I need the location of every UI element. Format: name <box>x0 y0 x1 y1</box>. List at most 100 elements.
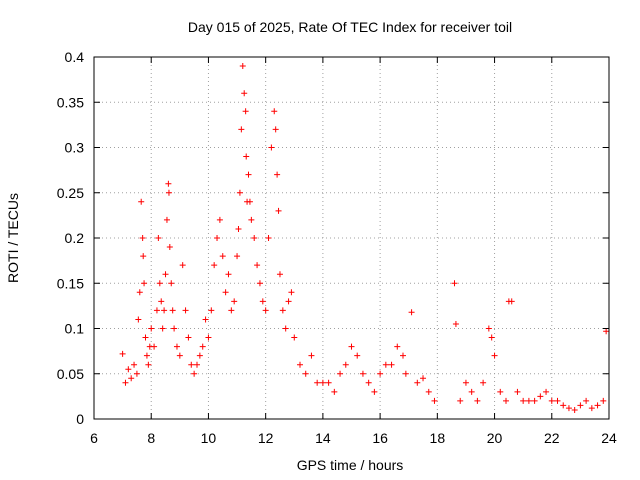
y-tick-labels: 0 0.05 0.1 0.15 0.2 0.25 0.3 0.35 0.4 <box>57 49 84 427</box>
data-point <box>185 334 192 341</box>
x-axis-label: GPS time / hours <box>297 457 404 473</box>
x-tick-label: 18 <box>430 430 446 446</box>
data-point <box>169 307 176 314</box>
data-point <box>268 144 275 151</box>
data-point <box>325 379 332 386</box>
x-tick-label: 12 <box>258 430 274 446</box>
data-point <box>159 325 166 332</box>
data-point <box>275 207 282 214</box>
data-point <box>166 244 173 251</box>
data-point <box>242 108 249 115</box>
data-point <box>276 271 283 278</box>
data-point <box>603 328 610 335</box>
data-point <box>431 397 438 404</box>
data-point <box>236 189 243 196</box>
data-point <box>480 379 487 386</box>
data-point <box>119 350 126 357</box>
data-point <box>205 334 212 341</box>
x-tick-label: 14 <box>315 430 331 446</box>
data-point <box>202 316 209 323</box>
data-point <box>402 370 409 377</box>
data-point <box>162 271 169 278</box>
data-point <box>228 307 235 314</box>
data-point <box>408 309 415 316</box>
data-point <box>171 325 178 332</box>
data-point <box>354 352 361 359</box>
data-point <box>274 171 281 178</box>
data-point <box>256 280 263 287</box>
data-point <box>122 379 129 386</box>
data-point <box>400 352 406 359</box>
data-point <box>243 153 250 160</box>
y-tick-label: 0.4 <box>65 49 85 65</box>
data-point <box>156 280 163 287</box>
data-point <box>254 262 261 269</box>
data-point <box>371 388 378 395</box>
data-point <box>199 343 206 350</box>
data-point <box>133 370 140 377</box>
data-point <box>537 393 544 400</box>
data-point <box>161 307 168 314</box>
data-point <box>219 253 226 260</box>
data-point <box>531 397 538 404</box>
data-point <box>191 370 198 377</box>
data-point <box>168 280 175 287</box>
data-point <box>291 334 298 341</box>
data-point <box>259 298 266 305</box>
data-point <box>145 361 152 368</box>
data-point <box>388 361 395 368</box>
data-point <box>138 198 145 205</box>
data-point <box>235 225 242 232</box>
data-point <box>136 289 143 296</box>
data-point <box>241 90 248 97</box>
data-point <box>514 388 521 395</box>
data-point <box>491 352 498 359</box>
data-point <box>451 280 458 287</box>
y-tick-label: 0.25 <box>57 185 84 201</box>
x-tick-label: 10 <box>201 430 217 446</box>
data-point <box>331 388 338 395</box>
data-point <box>182 307 189 314</box>
data-point <box>135 316 142 323</box>
data-point <box>262 307 269 314</box>
x-tick-label: 16 <box>372 430 388 446</box>
data-point <box>231 298 238 305</box>
data-point <box>234 253 241 260</box>
data-point <box>251 235 258 241</box>
data-point <box>196 352 203 359</box>
data-point <box>452 320 459 327</box>
data-point <box>414 379 421 386</box>
data-point <box>468 388 475 395</box>
y-tick-label: 0 <box>76 411 84 427</box>
data-point <box>163 216 170 223</box>
data-point <box>288 289 295 296</box>
data-point <box>588 405 595 412</box>
x-tick-labels: 6 8 10 12 14 16 18 20 22 24 <box>90 430 617 446</box>
data-point <box>342 361 349 368</box>
data-point <box>225 271 232 278</box>
data-point <box>173 343 180 350</box>
x-tick-label: 24 <box>601 430 617 446</box>
data-point <box>594 402 601 409</box>
data-point <box>503 397 509 404</box>
data-point <box>560 402 567 409</box>
data-point <box>462 379 469 386</box>
data-point <box>246 198 253 205</box>
grid <box>94 57 609 419</box>
data-point <box>348 343 355 350</box>
data-point <box>543 388 550 395</box>
data-point <box>285 298 292 305</box>
data-point <box>239 63 246 70</box>
data-point <box>474 397 481 404</box>
data-point <box>143 352 150 359</box>
data-point <box>308 352 315 359</box>
x-tick-label: 6 <box>90 430 98 446</box>
data-point <box>420 375 427 382</box>
data-point <box>365 379 372 386</box>
x-tick-label: 22 <box>544 430 560 446</box>
data-point <box>188 361 195 368</box>
data-point <box>194 361 200 368</box>
data-point <box>282 325 289 332</box>
data-point <box>131 361 138 368</box>
